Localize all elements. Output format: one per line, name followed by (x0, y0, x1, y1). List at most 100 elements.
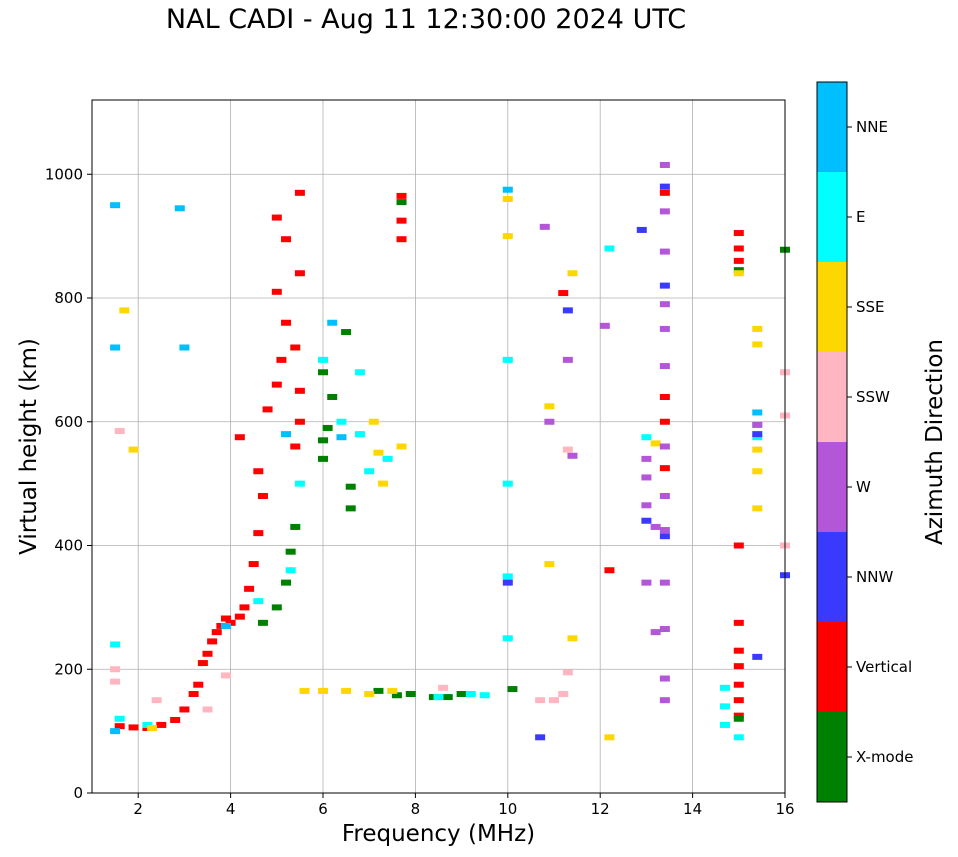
data-point-sse (364, 691, 375, 697)
data-point-sse (752, 341, 763, 348)
data-point-nnw (641, 517, 652, 524)
data-point-vertical (294, 418, 305, 425)
data-point-x-mode (507, 686, 518, 693)
colorbar-segment (817, 82, 847, 172)
colorbar-segment (817, 172, 847, 262)
x-tick-label: 14 (683, 800, 702, 818)
x-axis-label: Frequency (MHz) (342, 821, 535, 847)
data-point-vertical (225, 619, 236, 626)
data-point-w (544, 418, 555, 425)
data-point-sse (752, 325, 763, 332)
data-point-w (659, 697, 670, 704)
data-point-sse (119, 307, 130, 314)
data-point-vertical (733, 681, 744, 688)
data-point-nnw (502, 579, 513, 586)
data-point-sse (318, 687, 328, 694)
data-point-nne (174, 205, 185, 212)
data-point-x-mode (391, 692, 402, 699)
data-point-vertical (234, 434, 245, 441)
data-point-vertical (733, 542, 744, 549)
data-point-vertical (733, 619, 744, 626)
y-tick-label: 800 (54, 289, 83, 307)
data-point-x-mode (341, 329, 352, 336)
data-point-x-mode (345, 505, 356, 512)
data-point-w (659, 161, 670, 168)
data-point-w (641, 502, 652, 509)
x-tick-label: 10 (498, 800, 517, 818)
data-point-w (659, 527, 670, 534)
data-point-vertical (271, 288, 282, 295)
data-point-vertical (248, 561, 259, 568)
data-point-vertical (276, 356, 287, 363)
data-point-w (562, 356, 573, 363)
data-point-nnw (659, 533, 670, 540)
data-point-w (641, 579, 652, 586)
data-point-e (142, 721, 153, 728)
data-point-e (733, 734, 744, 741)
x-tick-label: 8 (411, 800, 421, 818)
data-point-e (253, 598, 264, 605)
data-point-x-mode (322, 424, 333, 431)
data-point-vertical (239, 604, 250, 611)
x-tick-label: 2 (133, 800, 143, 818)
data-point-nne (281, 431, 292, 438)
data-point-vertical (211, 629, 222, 636)
data-point-vertical (262, 406, 273, 413)
colorbar-label: W (856, 478, 871, 496)
data-point-e (382, 455, 393, 462)
x-axis-ticks: 2 4 6 8 10 12 14 16 (133, 793, 795, 818)
colorbar: X-mode Vertical NNW W SSW SSE E NNE (816, 81, 913, 803)
data-point-x-mode (257, 619, 268, 626)
data-point-e (719, 684, 730, 691)
data-point-ssw (535, 697, 546, 704)
data-point-x-mode (345, 483, 356, 490)
data-point-vertical (271, 214, 282, 221)
data-point-e (719, 721, 730, 728)
data-point-vertical (733, 257, 744, 264)
data-point-nne (502, 186, 513, 193)
colorbar-segment (817, 442, 847, 532)
data-point-ssw (220, 672, 231, 679)
data-point-nnw (636, 226, 647, 233)
data-point-e (465, 691, 476, 697)
data-point-nne (752, 409, 763, 416)
data-point-sse (544, 561, 555, 568)
data-point-e (114, 715, 125, 722)
data-point-nne (336, 434, 347, 441)
data-point-x-mode (442, 694, 453, 701)
data-point-vertical (253, 530, 264, 537)
data-point-x-mode (285, 548, 296, 555)
data-point-nne (327, 319, 338, 326)
data-point-sse (502, 233, 513, 240)
data-point-vertical (294, 387, 305, 394)
y-tick-label: 600 (54, 413, 83, 431)
data-point-x-mode (281, 579, 292, 586)
data-point-x-mode (733, 267, 744, 274)
data-point-sse (373, 449, 384, 456)
colorbar-label: NNW (856, 568, 893, 586)
data-point-sse (396, 443, 407, 450)
colorbar-frame (816, 81, 848, 803)
data-point-vertical (733, 663, 744, 670)
data-point-w (659, 443, 670, 450)
data-point-ssw (114, 428, 125, 435)
data-point-w (567, 452, 578, 459)
data-point-vertical (207, 638, 218, 645)
data-point-vertical (294, 270, 305, 277)
data-point-x-mode (396, 199, 407, 206)
data-point-x-mode (271, 604, 282, 611)
data-point-x-mode (733, 715, 744, 722)
data-point-e (433, 694, 444, 701)
colorbar-segment (817, 532, 847, 622)
colorbar-segment (817, 352, 847, 442)
data-point-nnw (752, 431, 763, 438)
data-point-nnw (562, 307, 573, 314)
data-point-vertical (659, 418, 670, 425)
colorbar-label: SSW (856, 388, 890, 406)
y-tick-label: 400 (54, 537, 83, 555)
data-point-sse (502, 196, 513, 202)
data-point-nnw (752, 653, 763, 660)
data-point-vertical (234, 613, 245, 620)
data-point-sse (567, 270, 578, 277)
